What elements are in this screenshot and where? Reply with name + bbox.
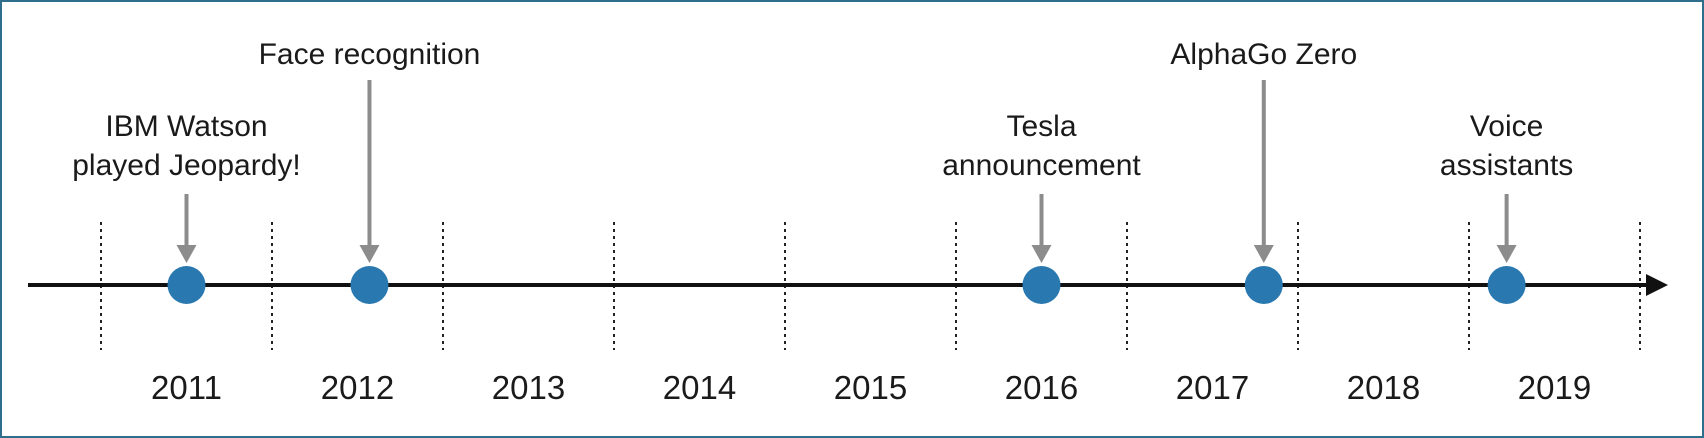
event-label-tesla: Tesla: [1006, 110, 1076, 143]
event-dot-ibm-watson: [167, 266, 206, 304]
year-label-2018: 2018: [1347, 369, 1420, 406]
event-pointer-head-icon: [1253, 245, 1274, 263]
event-dot-face-recognition: [350, 266, 389, 304]
event-pointer-head-icon: [1031, 245, 1052, 263]
event-dot-voice-assistants: [1487, 266, 1526, 304]
year-label-2014: 2014: [663, 369, 736, 406]
year-label-2017: 2017: [1176, 369, 1249, 406]
event-pointer-head-icon: [1496, 245, 1517, 263]
event-label-tesla: announcement: [942, 149, 1141, 182]
year-label-2016: 2016: [1005, 369, 1078, 406]
event-pointer-head-icon: [359, 245, 380, 263]
event-dot-tesla: [1022, 266, 1061, 304]
event-dot-alphago-zero: [1244, 266, 1283, 304]
event-label-ibm-watson: played Jeopardy!: [72, 149, 301, 182]
event-label-voice-assistants: Voice: [1470, 110, 1543, 143]
event-label-ibm-watson: IBM Watson: [105, 110, 267, 143]
event-label-voice-assistants: assistants: [1440, 149, 1573, 182]
event-label-alphago-zero: AlphaGo Zero: [1170, 38, 1357, 71]
year-label-2019: 2019: [1518, 369, 1591, 406]
year-label-2013: 2013: [492, 369, 565, 406]
timeline-arrowhead-icon: [1646, 274, 1668, 296]
year-label-2012: 2012: [321, 369, 394, 406]
year-label-2015: 2015: [834, 369, 907, 406]
event-pointer-head-icon: [176, 245, 197, 263]
event-label-face-recognition: Face recognition: [259, 38, 481, 71]
year-label-2011: 2011: [151, 369, 222, 406]
